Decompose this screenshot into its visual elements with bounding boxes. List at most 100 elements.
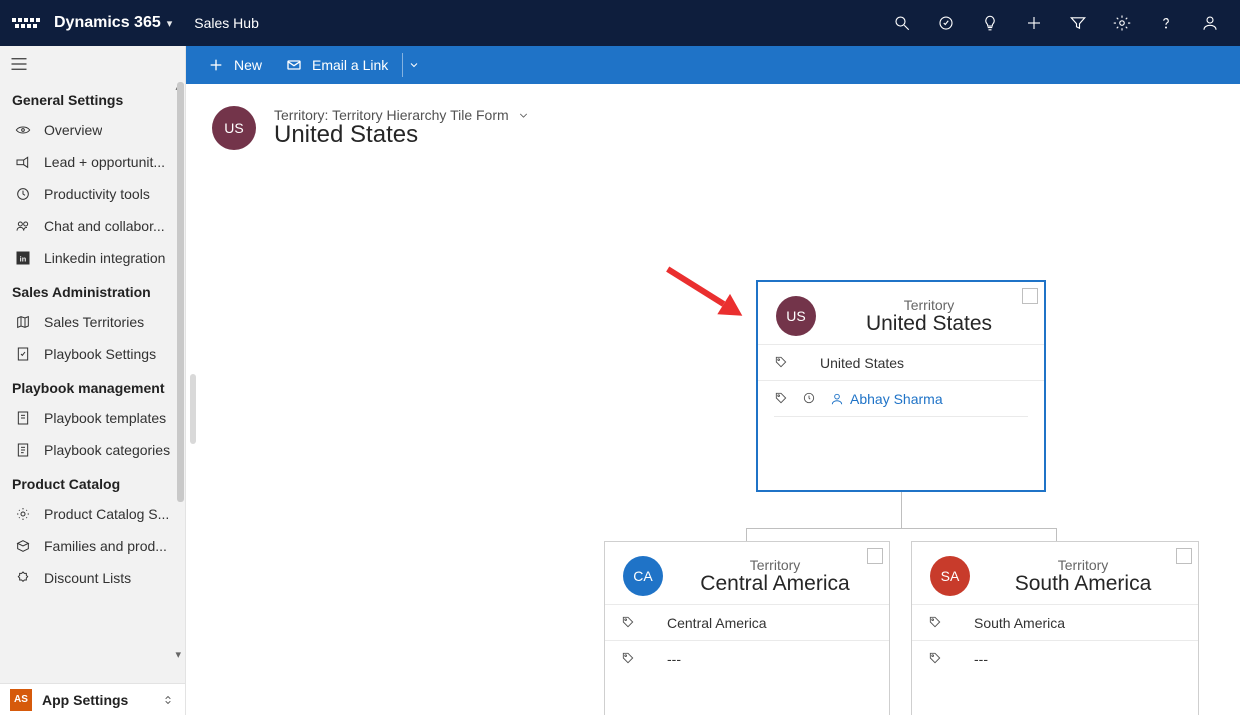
group-sales-admin: Sales Administration xyxy=(0,274,185,306)
owner-link[interactable]: Abhay Sharma xyxy=(830,391,943,407)
app-launcher-icon[interactable] xyxy=(12,9,40,37)
tile-header: US TerritoryUnited States xyxy=(758,282,1044,344)
sidebar-scroll-down[interactable]: ▾ xyxy=(175,648,181,661)
lightbulb-icon[interactable] xyxy=(968,0,1012,46)
sidebar-item-territories[interactable]: Sales Territories xyxy=(0,306,185,338)
productivity-icon xyxy=(14,185,32,203)
hierarchy-canvas: US TerritoryUnited StatesUnited States Abh… xyxy=(186,166,1240,715)
group-general-settings: General Settings xyxy=(0,82,185,114)
sidebar-item-playbook-categories[interactable]: Playbook categories xyxy=(0,434,185,466)
tile-type-label: Territory xyxy=(677,557,873,573)
hierarchy-tile[interactable]: US TerritoryUnited StatesUnited States Abh… xyxy=(756,280,1046,492)
new-button-label: New xyxy=(234,57,262,73)
tile-header: SA TerritorySouth America xyxy=(912,542,1198,604)
sidebar-item-label: Playbook categories xyxy=(44,442,170,458)
record-header: US Territory: Territory Hierarchy Tile F… xyxy=(186,84,1240,166)
tile-type-label: Territory xyxy=(984,557,1182,573)
tile-select-checkbox[interactable] xyxy=(1022,288,1038,304)
email-link-button[interactable]: Email a Link xyxy=(274,46,400,84)
tile-row-secondary: --- xyxy=(912,640,1198,676)
email-link-dropdown[interactable] xyxy=(402,53,424,77)
tag-icon xyxy=(621,651,637,667)
sidebar-item-linkedin[interactable]: in Linkedin integration xyxy=(0,242,185,274)
tag-icon xyxy=(621,615,637,631)
group-product-catalog: Product Catalog xyxy=(0,466,185,498)
hierarchy-connector xyxy=(746,528,747,542)
sidebar-item-label: Linkedin integration xyxy=(44,250,165,266)
sidebar-item-lead-opportunity[interactable]: Lead + opportunit... xyxy=(0,146,185,178)
sidebar-scrollbar[interactable] xyxy=(177,82,184,502)
help-icon[interactable] xyxy=(1144,0,1188,46)
search-icon[interactable] xyxy=(880,0,924,46)
tag-icon xyxy=(928,615,944,631)
area-switcher[interactable]: AS App Settings xyxy=(0,683,185,715)
tile-row-owner: Abhay Sharma xyxy=(758,380,1044,416)
area-badge: AS xyxy=(10,689,32,711)
tile-name: United States xyxy=(830,312,1028,336)
top-navbar: Dynamics 365 ▾ Sales Hub xyxy=(0,0,1240,46)
sidebar-item-discount-lists[interactable]: Discount Lists xyxy=(0,562,185,594)
tile-row-name: Central America xyxy=(605,604,889,640)
sidebar-item-label: Productivity tools xyxy=(44,186,150,202)
brand-label[interactable]: Dynamics 365 xyxy=(54,14,161,32)
sidebar-item-label: Chat and collabor... xyxy=(44,218,165,234)
tile-type-label: Territory xyxy=(830,297,1028,313)
playbook-settings-icon xyxy=(14,345,32,363)
territory-icon xyxy=(14,313,32,331)
tile-avatar: US xyxy=(776,296,816,336)
svg-text:in: in xyxy=(20,254,27,263)
brand-dropdown-icon[interactable]: ▾ xyxy=(167,17,173,30)
tile-blank-row xyxy=(774,416,1028,446)
sidebar-item-overview[interactable]: Overview xyxy=(0,114,185,146)
email-link-label: Email a Link xyxy=(312,57,388,73)
sidebar-item-playbook-settings[interactable]: Playbook Settings xyxy=(0,338,185,370)
families-icon xyxy=(14,537,32,555)
sidebar-item-label: Playbook templates xyxy=(44,410,166,426)
sidebar-item-playbook-templates[interactable]: Playbook templates xyxy=(0,402,185,434)
sidebar-item-label: Playbook Settings xyxy=(44,346,156,362)
record-avatar: US xyxy=(212,106,256,150)
area-label: App Settings xyxy=(42,692,151,708)
user-account-icon[interactable] xyxy=(1188,0,1232,46)
task-timer-icon[interactable] xyxy=(924,0,968,46)
app-name[interactable]: Sales Hub xyxy=(194,15,259,31)
sidebar-item-label: Overview xyxy=(44,122,102,138)
tile-name: South America xyxy=(984,572,1182,596)
sidebar-item-productivity[interactable]: Productivity tools xyxy=(0,178,185,210)
tile-avatar: CA xyxy=(623,556,663,596)
tile-avatar: SA xyxy=(930,556,970,596)
new-button[interactable]: New xyxy=(196,46,274,84)
tile-select-checkbox[interactable] xyxy=(867,548,883,564)
sidebar-item-label: Sales Territories xyxy=(44,314,144,330)
sidebar-item-chat[interactable]: Chat and collabor... xyxy=(0,210,185,242)
add-icon[interactable] xyxy=(1012,0,1056,46)
tile-select-checkbox[interactable] xyxy=(1176,548,1192,564)
main-content: US Territory: Territory Hierarchy Tile F… xyxy=(186,84,1240,715)
discount-icon xyxy=(14,569,32,587)
hierarchy-tile[interactable]: CATerritoryCentral AmericaCentral Americ… xyxy=(604,541,890,715)
overview-icon xyxy=(14,121,32,139)
hierarchy-tile[interactable]: SATerritorySouth AmericaSouth America--- xyxy=(911,541,1199,715)
catalog-settings-icon xyxy=(14,505,32,523)
tag-icon xyxy=(774,355,790,371)
annotation-arrow xyxy=(666,248,758,293)
sidebar-scroll: ▴ General Settings Overview Lead + oppor… xyxy=(0,82,185,683)
sidebar-toggle[interactable] xyxy=(0,46,185,82)
tile-row-name: South America xyxy=(912,604,1198,640)
sidebar-item-families[interactable]: Families and prod... xyxy=(0,530,185,562)
tile-row-secondary: --- xyxy=(605,640,889,676)
area-updown-icon xyxy=(161,693,175,707)
tile-header: CATerritoryCentral America xyxy=(605,542,889,604)
sidebar-item-label: Families and prod... xyxy=(44,538,167,554)
sidebar-item-catalog-settings[interactable]: Product Catalog S... xyxy=(0,498,185,530)
filter-icon[interactable] xyxy=(1056,0,1100,46)
settings-icon[interactable] xyxy=(1100,0,1144,46)
sidebar-item-label: Lead + opportunit... xyxy=(44,154,165,170)
sidebar-item-label: Product Catalog S... xyxy=(44,506,169,522)
hierarchy-connector xyxy=(1056,528,1057,542)
group-playbook-mgmt: Playbook management xyxy=(0,370,185,402)
record-title: United States xyxy=(274,121,530,149)
category-icon xyxy=(14,441,32,459)
template-icon xyxy=(14,409,32,427)
sidebar: ▴ General Settings Overview Lead + oppor… xyxy=(0,46,186,715)
